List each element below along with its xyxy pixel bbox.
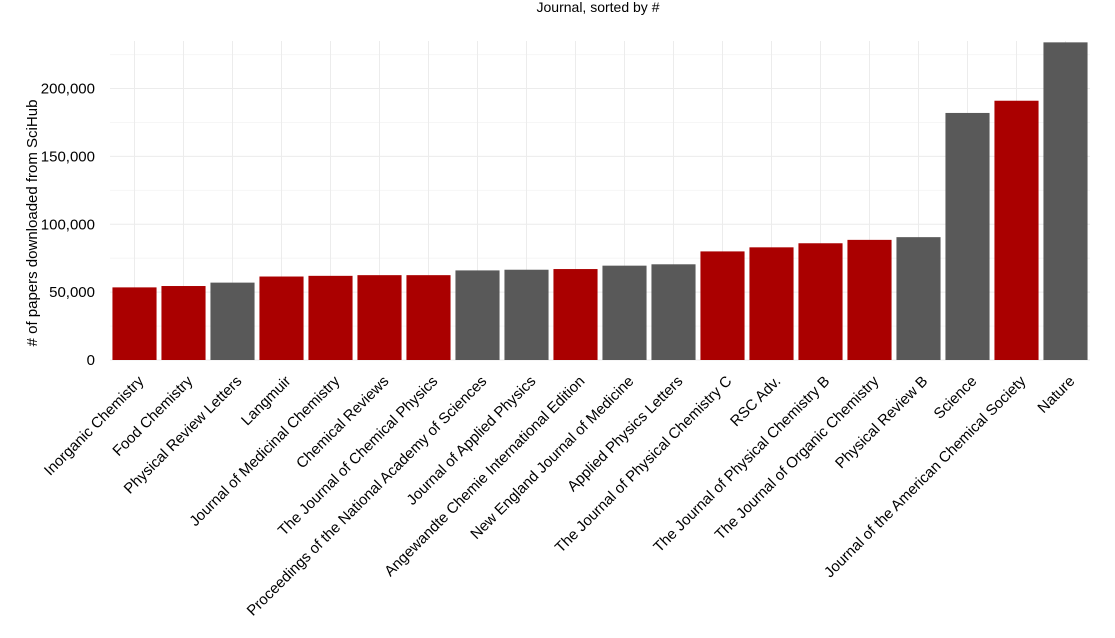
bar <box>504 269 549 360</box>
y-axis-ticks: 0 50,000 100,000 150,000 200,000 <box>41 81 95 369</box>
bar <box>210 282 255 360</box>
bar <box>896 237 941 360</box>
bar <box>847 239 892 360</box>
bar <box>259 276 304 360</box>
y-tick-label: 50,000 <box>49 284 95 301</box>
bar <box>112 287 157 360</box>
x-tick-label: Science <box>931 373 981 423</box>
x-tick-label: Nature <box>1034 373 1078 417</box>
gridlines <box>110 41 1090 361</box>
x-tick-label: The Journal of Physical Chemistry C <box>552 373 736 557</box>
bars <box>112 42 1088 361</box>
bar <box>357 275 402 360</box>
y-tick-label: 150,000 <box>41 148 95 165</box>
bar <box>700 251 745 360</box>
bar <box>994 100 1039 360</box>
y-tick-label: 100,000 <box>41 216 95 233</box>
y-tick-label: 0 <box>87 352 95 369</box>
bar <box>161 286 206 360</box>
bar <box>308 275 353 360</box>
x-tick-label: Physical Review B <box>832 373 931 472</box>
bar <box>553 269 598 360</box>
bar <box>651 264 696 360</box>
chart-title: Journal, sorted by # <box>537 0 660 15</box>
y-tick-label: 200,000 <box>41 81 95 98</box>
bar <box>945 112 990 361</box>
bar <box>602 265 647 360</box>
bar <box>1043 42 1088 360</box>
x-tick-label: The Journal of Physical Chemistry B <box>650 373 833 556</box>
y-axis-title: # of papers downloaded from SciHub <box>24 100 41 347</box>
bar <box>798 243 843 360</box>
x-tick-label: Chemical Reviews <box>293 373 392 472</box>
bar <box>455 270 500 360</box>
bar <box>749 247 794 360</box>
bar <box>406 275 451 360</box>
